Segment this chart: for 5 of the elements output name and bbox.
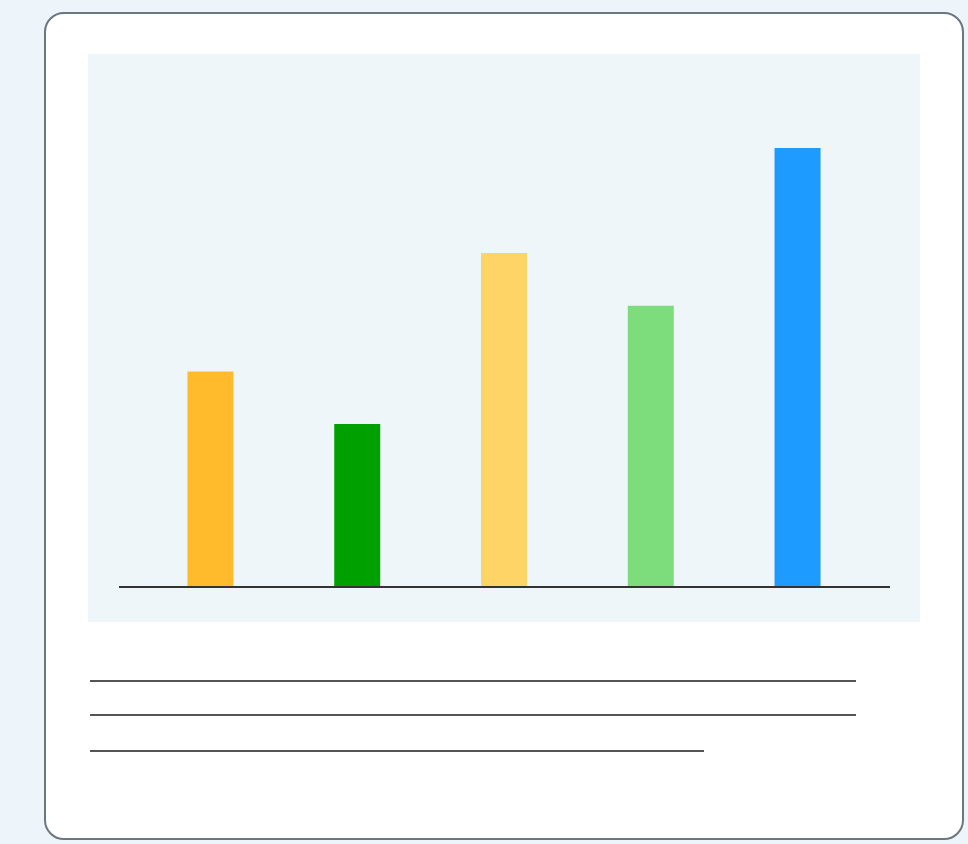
bar <box>481 253 527 586</box>
bar <box>187 371 234 586</box>
bar <box>334 423 381 586</box>
bar <box>627 305 674 586</box>
bar <box>774 148 821 586</box>
